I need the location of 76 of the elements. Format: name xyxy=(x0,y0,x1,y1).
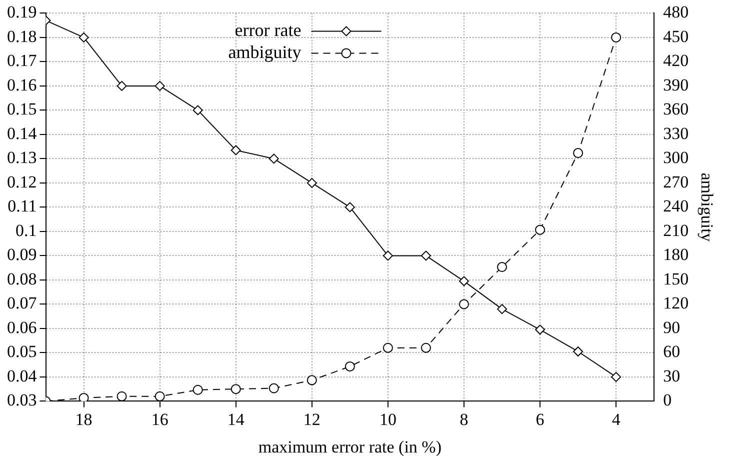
x-tick-label: 14 xyxy=(227,410,245,429)
y2-tick-label: 150 xyxy=(663,269,689,288)
y2-tick-label: 240 xyxy=(663,196,689,216)
point xyxy=(78,392,89,402)
y2-tick-label: 0 xyxy=(663,390,672,410)
point xyxy=(420,342,431,353)
y2-tick-label: 270 xyxy=(663,172,689,192)
point xyxy=(268,154,279,164)
y-tick-label: 0.18 xyxy=(7,26,37,46)
legend-label: error rate xyxy=(234,20,302,40)
point xyxy=(306,375,317,386)
y2-tick-label: 60 xyxy=(663,342,680,362)
point xyxy=(382,250,393,261)
y2-tick-label: 180 xyxy=(663,245,689,264)
y2-tick-label: 360 xyxy=(663,100,689,119)
y-tick-label: 0.06 xyxy=(7,318,37,337)
x-tick-label: 10 xyxy=(379,410,396,429)
point xyxy=(154,80,165,91)
legend-label: ambiguity xyxy=(228,42,302,62)
x-axis-title: maximum error rate (in %) xyxy=(258,437,442,456)
y2-tick-label: 390 xyxy=(663,75,689,94)
point xyxy=(116,391,127,402)
point xyxy=(573,346,584,356)
point xyxy=(382,342,393,353)
point xyxy=(497,304,508,314)
x-tick-label: 18 xyxy=(75,410,92,429)
x-tick-label: 6 xyxy=(536,410,544,429)
point xyxy=(420,250,431,261)
point xyxy=(344,202,355,212)
point xyxy=(497,262,508,272)
y2-tick-label: 300 xyxy=(663,148,689,168)
y-tick-label: 0.03 xyxy=(7,390,37,410)
y-tick-label: 0.08 xyxy=(7,269,37,288)
y-tick-label: 0.14 xyxy=(7,124,38,143)
y-tick-label: 0.13 xyxy=(7,148,37,168)
y2-tick-label: 480 xyxy=(663,2,689,22)
y-tick-label: 0.19 xyxy=(7,2,37,22)
y2-tick-label: 450 xyxy=(663,26,689,46)
y-tick-label: 0.1 xyxy=(16,220,37,240)
point xyxy=(154,391,165,402)
y2-tick-label: 420 xyxy=(663,51,689,70)
y-tick-label: 0.04 xyxy=(7,366,38,386)
point xyxy=(306,178,317,188)
point xyxy=(535,324,546,335)
y-tick-label: 0.16 xyxy=(7,75,37,94)
point xyxy=(535,224,546,235)
point xyxy=(230,384,241,394)
point xyxy=(458,299,469,310)
y2-tick-label: 90 xyxy=(663,318,680,337)
y-tick-label: 0.17 xyxy=(7,51,38,70)
point xyxy=(192,384,203,395)
x-tick-label: 12 xyxy=(303,410,320,429)
y-tick-label: 0.12 xyxy=(7,172,37,192)
y2-tick-label: 330 xyxy=(663,124,689,143)
point xyxy=(268,383,279,394)
point xyxy=(344,361,355,372)
y-tick-label: 0.15 xyxy=(7,100,37,119)
point xyxy=(611,372,622,382)
point xyxy=(230,145,241,156)
y-tick-label: 0.05 xyxy=(7,342,37,362)
y-tick-label: 0.09 xyxy=(7,245,37,264)
y2-tick-label: 120 xyxy=(663,294,689,313)
point xyxy=(458,276,469,286)
y2-tick-label: 30 xyxy=(663,366,680,386)
point xyxy=(78,32,89,42)
y-tick-label: 0.07 xyxy=(7,294,38,313)
y-tick-label: 0.11 xyxy=(8,196,37,216)
y2-axis-title: ambiguity xyxy=(697,172,716,242)
point xyxy=(573,148,584,158)
x-tick-label: 4 xyxy=(612,410,621,429)
point xyxy=(116,80,127,91)
x-tick-label: 8 xyxy=(460,410,468,429)
y2-tick-label: 210 xyxy=(663,220,689,240)
point xyxy=(192,105,203,116)
x-tick-label: 16 xyxy=(151,410,168,429)
point xyxy=(611,32,622,42)
